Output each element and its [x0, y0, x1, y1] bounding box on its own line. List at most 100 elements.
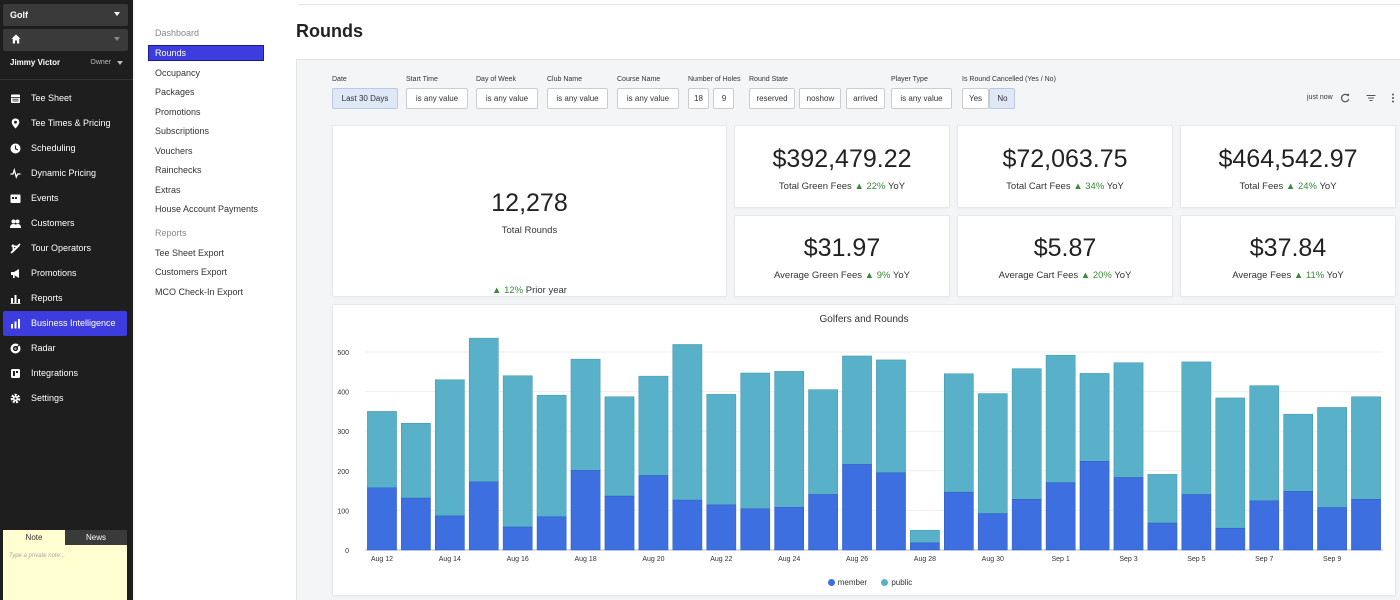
kpi-change: ▲ 12% Prior year — [333, 285, 726, 296]
kpi-change-suffix: YoY — [1319, 181, 1337, 192]
refresh-icon[interactable] — [1340, 93, 1350, 103]
up-arrow-icon: ▲ — [854, 181, 867, 192]
day-of-week-filter-button[interactable]: is any value — [476, 88, 538, 109]
state-reserved-button[interactable]: reserved — [749, 88, 795, 109]
filter-label: Number of Holes — [688, 76, 741, 83]
submenu-item-vouchers[interactable]: Vouchers — [155, 146, 193, 156]
calendar-icon — [10, 93, 21, 104]
main-content: Rounds Date Last 30 Days Start Time is a… — [270, 0, 1400, 600]
player-type-filter-button[interactable]: is any value — [891, 88, 952, 109]
bar-public — [401, 423, 431, 499]
tab-note[interactable]: Note — [3, 530, 65, 545]
legend-swatch-public — [881, 579, 889, 587]
tab-news[interactable]: News — [65, 530, 127, 545]
filter-label: Club Name — [547, 76, 583, 83]
submenu-item-occupancy[interactable]: Occupancy — [155, 68, 201, 78]
private-note-input[interactable]: Type a private note... — [9, 553, 65, 559]
x-tick-label: Aug 22 — [710, 556, 732, 563]
sidebar-item-tour-operators[interactable]: Tour Operators — [3, 236, 127, 261]
sidebar-item-promotions[interactable]: Promotions — [3, 261, 127, 286]
sidebar-item-events[interactable]: Events — [3, 186, 127, 211]
cancelled-yes-button[interactable]: Yes — [962, 88, 989, 109]
kpi-label: Average Fees ▲ 11% YoY — [1181, 270, 1395, 281]
holes-18-button[interactable]: 18 — [688, 88, 709, 109]
kpi-change-suffix: YoY — [887, 181, 906, 192]
chevron-down-icon — [114, 37, 120, 41]
date-filter-button[interactable]: Last 30 Days — [332, 88, 398, 109]
gear-icon — [10, 393, 21, 404]
filter-label: Round State — [749, 76, 788, 83]
bar-public — [706, 394, 737, 506]
sidebar-item-tee-times-pricing[interactable]: Tee Times & Pricing — [3, 111, 127, 136]
golfers-and-rounds-chart: Golfers and Rounds 0 100 200 300 400 500 Aug 1… — [332, 304, 1396, 596]
kpi-label-text: Total Fees — [1239, 181, 1284, 192]
sidebar-item-reports[interactable]: Reports — [3, 286, 127, 311]
holes-9-button[interactable]: 9 — [713, 88, 735, 109]
kpi-change-value: 24% — [1297, 181, 1317, 192]
sidebar-item-business-intelligence[interactable]: Business Intelligence — [3, 311, 127, 336]
kpi-change-value: 20% — [1092, 270, 1112, 281]
sidebar-item-customers[interactable]: Customers — [3, 211, 127, 236]
organization-select-value: Golf — [10, 10, 28, 20]
y-tick-label: 500 — [337, 350, 349, 357]
x-tick-label: Aug 12 — [371, 556, 393, 563]
sidebar-item-label: Dynamic Pricing — [31, 168, 97, 178]
course-name-filter-button[interactable]: is any value — [617, 88, 679, 109]
bar-member — [1181, 494, 1212, 551]
submenu-item-customers-export[interactable]: Customers Export — [155, 267, 228, 277]
filter-icon[interactable] — [1366, 93, 1376, 103]
sidebar-item-scheduling[interactable]: Scheduling — [3, 136, 127, 161]
bar-public — [672, 344, 703, 501]
bar-chart-icon — [10, 293, 21, 304]
dashboard-panel: Date Last 30 Days Start Time is any valu… — [296, 59, 1400, 600]
submenu-item-extras[interactable]: Extras — [155, 185, 181, 195]
submenu-item-tee-sheet-export[interactable]: Tee Sheet Export — [155, 248, 225, 258]
submenu-item-mco-check-in-export[interactable]: MCO Check-In Export — [155, 287, 244, 297]
filter-label: Is Round Cancelled (Yes / No) — [962, 76, 1056, 83]
filter-date: Date Last 30 Days — [332, 76, 398, 109]
submenu-item-rounds[interactable]: Rounds — [148, 45, 264, 61]
filter-label: Course Name — [617, 76, 661, 83]
sidebar-item-integrations[interactable]: Integrations — [3, 361, 127, 386]
submenu-item-rainchecks[interactable]: Rainchecks — [155, 165, 202, 175]
submenu-item-promotions[interactable]: Promotions — [155, 107, 201, 117]
kpi-total-fees: $464,542.97 Total Fees ▲ 24% YoY — [1180, 125, 1396, 208]
kpi-value: $464,542.97 — [1218, 145, 1358, 173]
legend-label-member[interactable]: member — [837, 578, 868, 587]
sidebar-item-label: Reports — [31, 293, 63, 303]
organization-select[interactable]: Golf — [3, 4, 128, 26]
sidebar-item-tee-sheet[interactable]: Tee Sheet — [3, 86, 127, 111]
location-select[interactable] — [3, 29, 128, 51]
user-menu[interactable]: Jimmy Victor Owner — [10, 58, 125, 72]
sidebar-divider — [0, 79, 133, 80]
chart-title: Golfers and Rounds — [819, 314, 909, 325]
club-name-filter-button[interactable]: is any value — [547, 88, 608, 109]
sidebar-item-label: Tee Times & Pricing — [31, 118, 111, 128]
filter-label: Day of Week — [476, 76, 516, 83]
more-options-icon[interactable] — [1388, 93, 1398, 103]
state-noshow-button[interactable]: noshow — [799, 88, 842, 109]
bar-public — [502, 375, 533, 528]
submenu-item-packages[interactable]: Packages — [155, 87, 195, 97]
kpi-total-cart-fees: $72,063.75 Total Cart Fees ▲ 34% YoY — [957, 125, 1173, 208]
cancelled-no-button[interactable]: No — [989, 88, 1016, 109]
submenu-item-house-account-payments[interactable]: House Account Payments — [155, 204, 259, 214]
bar-member — [706, 504, 737, 551]
state-arrived-button[interactable]: arrived — [845, 88, 885, 109]
legend-label-public[interactable]: public — [891, 578, 913, 587]
sidebar-item-radar[interactable]: Radar — [3, 336, 127, 361]
puzzle-icon — [10, 368, 21, 379]
kpi-value: $392,479.22 — [772, 145, 912, 173]
chart-plot: 0 100 200 300 400 500 Aug 12 Aug 14 Aug 16 Aug 18… — [337, 337, 1383, 563]
filter-label: Start Time — [406, 76, 438, 83]
submenu-item-subscriptions[interactable]: Subscriptions — [155, 126, 210, 136]
kpi-label-text: Average Fees — [1232, 270, 1292, 281]
x-tick-label: Sep 5 — [1187, 556, 1205, 563]
sidebar-item-settings[interactable]: Settings — [3, 386, 127, 411]
x-tick-label: Sep 9 — [1323, 556, 1341, 563]
start-time-filter-button[interactable]: is any value — [406, 88, 468, 109]
bar-member — [1283, 491, 1314, 551]
kpi-average-fees: $37.84 Average Fees ▲ 11% YoY — [1180, 215, 1396, 297]
bar-member — [502, 526, 533, 551]
sidebar-item-dynamic-pricing[interactable]: Dynamic Pricing — [3, 161, 127, 186]
